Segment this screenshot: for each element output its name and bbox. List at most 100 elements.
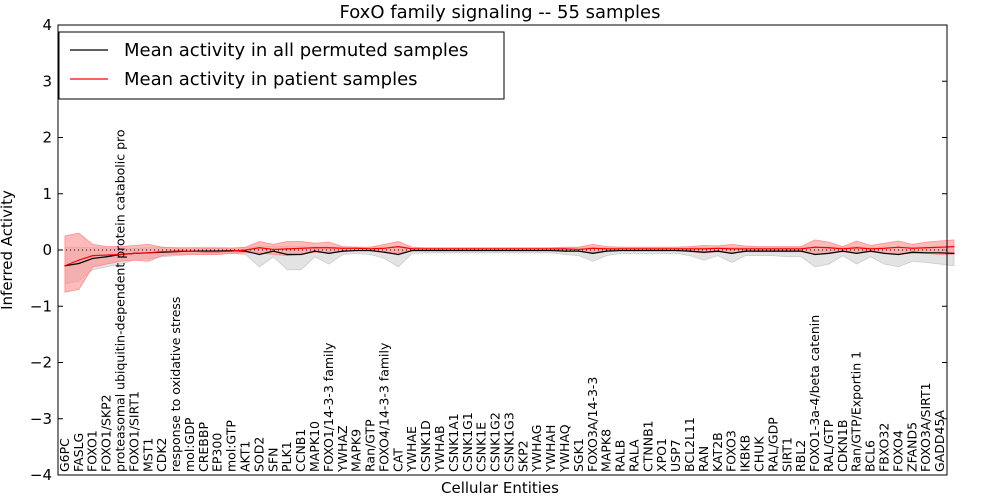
data-point (772, 250, 774, 252)
data-point (286, 253, 288, 256)
data-point (356, 247, 358, 249)
x-tick-label: mol:GTP (224, 420, 239, 472)
data-point (758, 250, 761, 252)
x-tick-label: EP300 (210, 433, 225, 472)
data-point (619, 248, 622, 250)
data-point (675, 249, 677, 252)
x-tick-label: YWHAQ (557, 424, 572, 473)
data-point (147, 252, 149, 254)
data-point (689, 250, 691, 252)
data-point (925, 252, 927, 254)
x-tick-label: MAPK8 (599, 429, 614, 472)
x-tick-label: USP7 (668, 439, 683, 472)
x-tick-label: YWHAZ (335, 425, 350, 473)
data-point (453, 249, 455, 252)
data-point (925, 247, 927, 249)
y-tick-label: 2 (42, 129, 52, 147)
x-tick-label: CAT (390, 448, 405, 472)
x-tick-label: MAPK9 (349, 429, 364, 472)
x-tick-label: RAL/GTP (821, 419, 836, 472)
data-point (175, 250, 177, 252)
data-point (244, 249, 247, 251)
data-point (814, 253, 816, 256)
x-tick-label: SGK1 (571, 438, 586, 472)
x-tick-label: FOXO3A/14-3-3 (585, 377, 600, 472)
x-tick-label: CSNK1G2 (488, 412, 503, 472)
x-tick-label: MST1 (140, 438, 155, 472)
data-point (856, 252, 858, 254)
data-point (800, 248, 802, 250)
data-point (383, 251, 386, 253)
data-point (258, 247, 261, 249)
x-tick-label: CSNK1A1 (446, 413, 461, 472)
data-point (508, 248, 511, 250)
data-point (397, 246, 399, 248)
x-tick-label: RAN (696, 446, 711, 472)
y-tick-label: 0 (42, 241, 52, 259)
y-tick-label: −2 (30, 354, 52, 372)
legend-label: Mean activity in patient samples (124, 69, 418, 90)
data-point (647, 249, 649, 252)
x-tick-label: XPO1 (654, 438, 669, 472)
data-point (786, 248, 788, 250)
data-point (856, 247, 858, 249)
y-tick-label: 4 (42, 16, 52, 34)
data-point (731, 252, 733, 254)
data-point (883, 252, 886, 254)
plot-frame (57, 24, 948, 476)
data-point (231, 250, 233, 252)
data-point (786, 250, 788, 252)
x-tick-label: FOXO1/SKP2 (99, 394, 114, 472)
x-tick-label: FOXO1-3a-4/beta catenin (807, 315, 822, 472)
x-tick-label: MAPK10 (307, 421, 322, 472)
y-tick-label: 3 (42, 72, 52, 90)
data-point (772, 248, 774, 250)
x-tick-label: RBL2 (793, 440, 808, 472)
data-point (689, 248, 691, 250)
data-point (564, 250, 566, 252)
data-point (78, 259, 80, 261)
data-point (508, 249, 511, 252)
data-point (883, 247, 886, 249)
data-point (92, 255, 94, 257)
data-point (203, 251, 205, 253)
x-tick-label: KAT2B (710, 432, 725, 472)
data-point (467, 248, 469, 250)
x-tick-label: BCL6 (863, 440, 878, 472)
x-tick-label: IKBKB (738, 435, 753, 472)
x-tick-label: proteasomal ubiquitin-dependent protein … (113, 129, 128, 472)
x-tick-label: GADD45A (932, 410, 947, 472)
data-point (911, 251, 913, 253)
y-tick-label: 1 (42, 185, 52, 203)
data-point (411, 249, 413, 252)
data-point (425, 249, 427, 252)
data-point (870, 248, 872, 250)
data-point (744, 248, 747, 250)
data-point (342, 247, 344, 249)
data-point (661, 248, 663, 250)
data-point (578, 248, 580, 251)
data-point (661, 249, 663, 252)
data-point (606, 250, 608, 252)
data-point (717, 247, 719, 249)
data-point (828, 247, 830, 249)
data-point (328, 252, 330, 254)
x-tick-label: SOD2 (251, 437, 266, 472)
data-point (133, 252, 135, 254)
data-point (494, 249, 497, 252)
data-point (619, 249, 622, 252)
x-tick-label: ZFAND5 (904, 422, 919, 472)
data-point (425, 248, 427, 250)
x-tick-label: CDKN1B (835, 420, 850, 472)
data-point (592, 247, 594, 249)
y-axis-label: Inferred Activity (0, 190, 16, 310)
data-point (481, 249, 483, 252)
data-point (703, 251, 705, 253)
data-point (842, 250, 844, 252)
x-tick-label: FASLG (71, 433, 86, 472)
legend-box (58, 31, 505, 100)
x-tick-label: FBXO32 (876, 423, 891, 472)
data-point (842, 248, 844, 250)
data-point (314, 247, 316, 249)
